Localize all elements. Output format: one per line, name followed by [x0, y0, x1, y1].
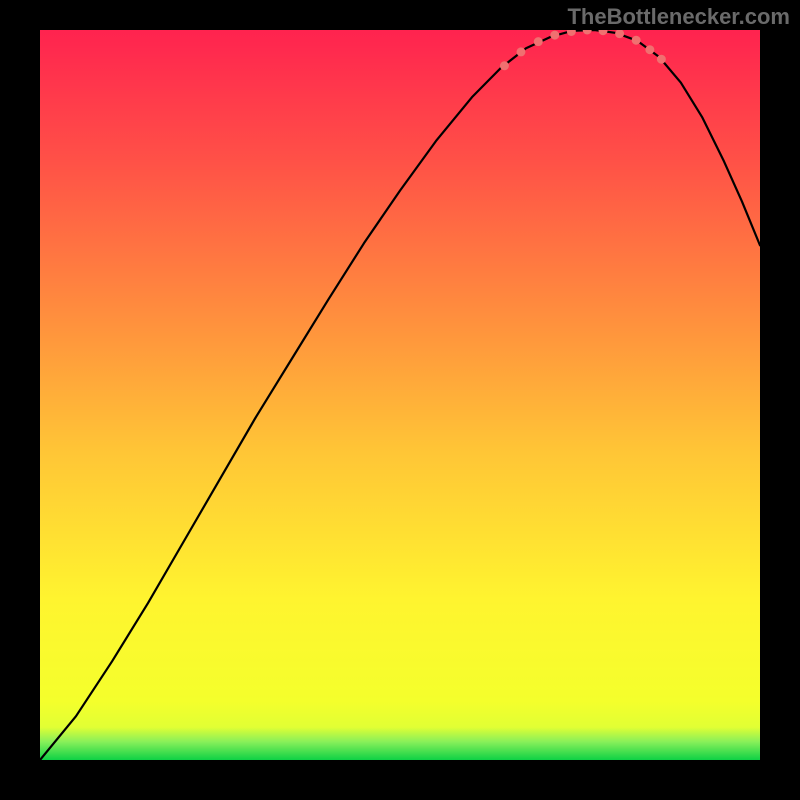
optimal-point-marker	[583, 30, 592, 35]
optimal-point-marker	[550, 31, 559, 40]
optimal-point-marker	[500, 61, 509, 70]
chart-curve-layer	[40, 30, 760, 760]
bottleneck-chart	[40, 30, 760, 760]
watermark-text: TheBottlenecker.com	[567, 4, 790, 30]
optimal-point-marker	[657, 55, 666, 64]
optimal-point-marker	[632, 36, 641, 45]
optimal-zone-dots	[500, 30, 666, 70]
optimal-point-marker	[567, 30, 576, 36]
optimal-point-marker	[534, 37, 543, 46]
optimal-point-marker	[615, 30, 624, 38]
optimal-point-marker	[516, 47, 525, 56]
bottleneck-curve	[40, 30, 760, 760]
optimal-point-marker	[599, 30, 608, 35]
optimal-point-marker	[645, 45, 654, 54]
